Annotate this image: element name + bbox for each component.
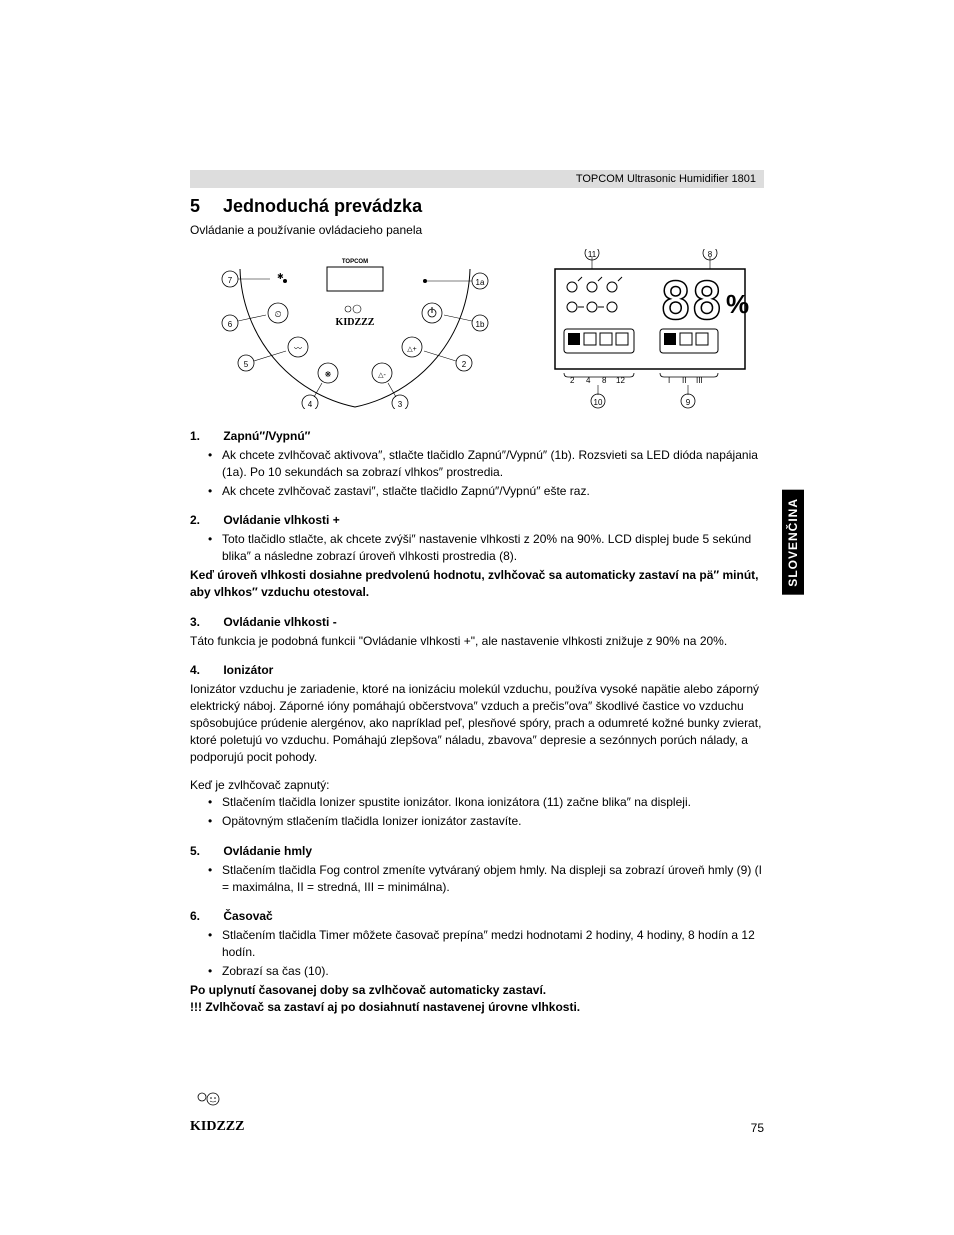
bullet-item: Zobrazí sa čas (10). (208, 963, 764, 980)
svg-text:❋: ❋ (325, 370, 332, 379)
svg-text:8: 8 (602, 376, 607, 385)
sub-title-6: 6. Časovač (190, 909, 764, 923)
brand-top: TOPCOM (342, 259, 368, 265)
subsection-2: 2. Ovládanie vlhkosti + Toto tlačidlo st… (190, 513, 764, 600)
sub-num: 4. (190, 663, 220, 677)
svg-text:8: 8 (708, 250, 713, 259)
subsection-3: 3. Ovládanie vlhkosti - Táto funkcia je … (190, 615, 764, 650)
sub-num: 5. (190, 844, 220, 858)
brand-bottom: KIDZZZ (336, 317, 375, 328)
bullet-list: Stlačením tlačidla Timer môžete časovač … (190, 927, 764, 979)
bullet-list: Stlačením tlačidla Ionizer spustite ioni… (190, 794, 764, 830)
header-bar: TOPCOM Ultrasonic Humidifier 1801 (190, 170, 764, 188)
svg-text:II: II (682, 376, 686, 385)
sub-title-text: Zapnú″/Vypnú″ (223, 429, 310, 443)
subsection-6: 6. Časovač Stlačením tlačidla Timer môže… (190, 909, 764, 1015)
subsection-4: 4. Ionizátor Ionizátor vzduchu je zariad… (190, 663, 764, 829)
sub-title-3: 3. Ovládanie vlhkosti - (190, 615, 764, 629)
para: Keď je zvlhčovač zapnutý: (190, 777, 764, 794)
svg-text:✱: ✱ (277, 272, 284, 281)
sub-title-text: Ionizátor (223, 663, 273, 677)
bullet-item: Ak chcete zvlhčovač aktivova″, stlačte t… (208, 447, 764, 481)
svg-text:9: 9 (686, 398, 691, 407)
sub-title-4: 4. Ionizátor (190, 663, 764, 677)
bullet-item: Stlačením tlačidla Fog control zmeníte v… (208, 862, 764, 896)
page-footer: KIDZZZ 75 (190, 1089, 764, 1135)
svg-text:⏲: ⏲ (274, 309, 281, 319)
footer-logo: KIDZZZ (190, 1089, 244, 1135)
sub-title-text: Ovládanie vlhkosti + (223, 513, 339, 527)
svg-text:6: 6 (228, 320, 233, 329)
svg-text:3: 3 (398, 400, 403, 409)
diagrams-row: TOPCOM KIDZZZ ✱ 1a 7 ⏲ 6 1b (190, 249, 764, 409)
product-name: TOPCOM Ultrasonic Humidifier 1801 (576, 173, 756, 185)
sub-title-text: Ovládanie vlhkosti - (223, 615, 336, 629)
svg-text:4: 4 (308, 400, 313, 409)
svg-text:4: 4 (586, 376, 591, 385)
bullet-item: Stlačením tlačidla Ionizer spustite ioni… (208, 794, 764, 811)
sub-title-text: Ovládanie hmly (223, 844, 312, 858)
page-number: 75 (751, 1121, 764, 1135)
para: Ionizátor vzduchu je zariadenie, ktoré n… (190, 681, 764, 765)
bullet-list: Stlačením tlačidla Fog control zmeníte v… (190, 862, 764, 896)
sub-num: 1. (190, 429, 220, 443)
bold-note: Po uplynutí časovanej doby sa zvlhčovač … (190, 982, 764, 1016)
section-number: 5 (190, 196, 218, 217)
bullet-item: Opätovným stlačením tlačidla Ionizer ion… (208, 813, 764, 830)
svg-text:I: I (668, 376, 670, 385)
bullet-item: Stlačením tlačidla Timer môžete časovač … (208, 927, 764, 961)
sub-title-1: 1. Zapnú″/Vypnú″ (190, 429, 764, 443)
sub-num: 2. (190, 513, 220, 527)
svg-text:2: 2 (570, 376, 575, 385)
sub-num: 3. (190, 615, 220, 629)
section-intro: Ovládanie a používanie ovládacieho panel… (190, 223, 764, 237)
svg-text:1a: 1a (476, 278, 485, 287)
svg-text:88: 88 (660, 272, 723, 332)
svg-text:△-: △- (378, 372, 386, 379)
svg-text:10: 10 (594, 398, 603, 407)
svg-text:%: % (726, 289, 749, 319)
language-tab: SLOVENČINA (782, 490, 804, 595)
svg-text:〰: 〰 (294, 344, 302, 353)
control-panel-diagram: TOPCOM KIDZZZ ✱ 1a 7 ⏲ 6 1b (210, 249, 500, 409)
sub-num: 6. (190, 909, 220, 923)
sub-title-2: 2. Ovládanie vlhkosti + (190, 513, 764, 527)
footer-logo-text: KIDZZZ (190, 1119, 244, 1135)
bullet-list: Ak chcete zvlhčovač aktivova″, stlačte t… (190, 447, 764, 499)
bullet-item: Ak chcete zvlhčovač zastavi″, stlačte tl… (208, 483, 764, 500)
subsection-5: 5. Ovládanie hmly Stlačením tlačidla Fog… (190, 844, 764, 896)
bold-note: Keď úroveň vlhkosti dosiahne predvolenú … (190, 567, 764, 601)
section-title: 5 Jednoduchá prevádzka (190, 196, 764, 217)
para: Táto funkcia je podobná funkcii "Ovládan… (190, 633, 764, 650)
svg-text:III: III (696, 376, 703, 385)
sub-title-text: Časovač (223, 909, 272, 923)
svg-text:5: 5 (244, 360, 249, 369)
svg-text:1b: 1b (476, 320, 485, 329)
section-title-text: Jednoduchá prevádzka (223, 196, 422, 216)
svg-text:2: 2 (462, 360, 467, 369)
svg-text:△+: △+ (407, 346, 416, 353)
sub-title-5: 5. Ovládanie hmly (190, 844, 764, 858)
lcd-diagram: 88 % 2 4 8 12 I II III 11 8 10 (540, 249, 760, 409)
svg-text:12: 12 (616, 376, 625, 385)
svg-text:11: 11 (588, 250, 597, 259)
bullet-item: Toto tlačidlo stlačte, ak chcete zvýši″ … (208, 531, 764, 565)
bullet-list: Toto tlačidlo stlačte, ak chcete zvýši″ … (190, 531, 764, 565)
subsection-1: 1. Zapnú″/Vypnú″ Ak chcete zvlhčovač akt… (190, 429, 764, 499)
svg-text:7: 7 (228, 276, 233, 285)
